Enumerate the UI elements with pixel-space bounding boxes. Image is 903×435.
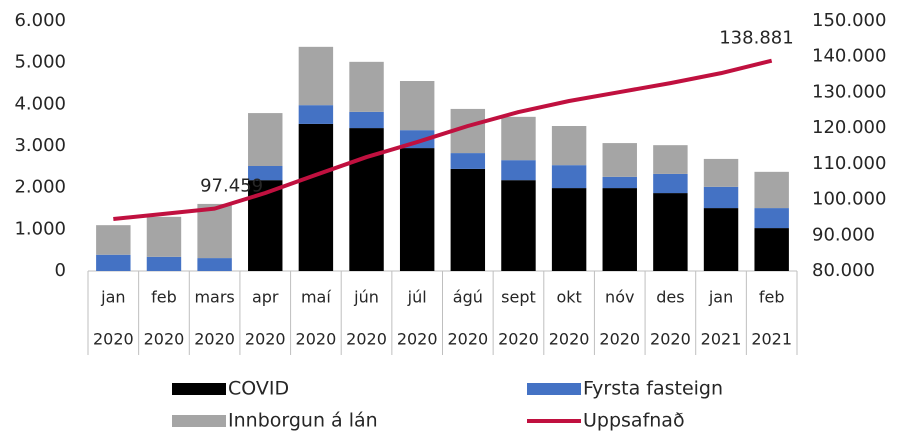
- data-label: 97.459: [200, 176, 263, 197]
- bar-segment: [96, 254, 131, 271]
- bar-segment: [551, 165, 587, 189]
- y2-tick-label: 130.000: [812, 81, 886, 102]
- bar-segment: [197, 203, 232, 259]
- x-year-label: 2020: [346, 330, 387, 349]
- bar-segment: [754, 171, 789, 209]
- bar-segment: [501, 180, 536, 271]
- bar-segment: [703, 186, 739, 209]
- bar-segment: [349, 128, 384, 271]
- bar-segment: [703, 208, 739, 271]
- x-year-label: 2020: [498, 330, 539, 349]
- x-tick-label: des: [656, 288, 684, 307]
- bar-segment: [653, 173, 688, 194]
- x-year-label: 2020: [245, 330, 286, 349]
- x-tick-label: mars: [194, 288, 234, 307]
- x-tick-label: feb: [759, 288, 785, 307]
- bar-segment: [349, 111, 384, 129]
- y2-tick-label: 150.000: [812, 10, 886, 31]
- legend-label: Fyrsta fasteign: [583, 378, 723, 400]
- legend-label: Uppsafnað: [583, 410, 685, 432]
- x-tick-label: jan: [708, 288, 733, 307]
- y-tick-label: 4.000: [14, 93, 66, 114]
- bar-segment: [248, 166, 283, 181]
- x-year-label: 2020: [650, 330, 691, 349]
- legend-label: Innborgun á lán: [228, 410, 378, 432]
- bar-segment: [551, 188, 587, 271]
- y2-tick-label: 80.000: [812, 260, 875, 281]
- y2-tick-label: 120.000: [812, 117, 886, 138]
- y2-tick-label: 140.000: [812, 46, 886, 67]
- bar-segment: [298, 46, 334, 106]
- bar-segment: [551, 126, 587, 166]
- x-year-label: 2020: [93, 330, 134, 349]
- bar-segment: [602, 176, 637, 189]
- y2-tick-label: 90.000: [812, 224, 875, 245]
- y-tick-label: 6.000: [14, 10, 66, 31]
- x-tick-label: feb: [151, 288, 177, 307]
- legend-swatch: [527, 383, 581, 395]
- x-year-label: 2020: [144, 330, 185, 349]
- x-year-label: 2020: [599, 330, 640, 349]
- x-tick-label: apr: [252, 288, 279, 307]
- x-year-label: 2020: [194, 330, 235, 349]
- x-tick-label: nóv: [605, 288, 634, 307]
- x-tick-label: ágú: [453, 288, 483, 307]
- bar-segment: [653, 193, 688, 271]
- bar-segment: [146, 216, 182, 257]
- y-tick-label: 2.000: [14, 177, 66, 198]
- y2-tick-label: 100.000: [812, 189, 886, 210]
- bar-segment: [146, 256, 182, 271]
- x-year-label: 2021: [701, 330, 742, 349]
- x-year-label: 2021: [751, 330, 792, 349]
- x-tick-label: jún: [353, 288, 379, 307]
- data-label: 138.881: [719, 28, 793, 49]
- y-tick-label: 1.000: [14, 218, 66, 239]
- x-year-label: 2020: [296, 330, 337, 349]
- bar-segment: [399, 148, 435, 271]
- bar-segment: [298, 105, 334, 124]
- x-year-label: 2020: [397, 330, 438, 349]
- x-tick-label: sept: [501, 288, 536, 307]
- bar-segment: [602, 188, 637, 271]
- y-tick-label: 3.000: [14, 135, 66, 156]
- y-tick-label: 5.000: [14, 52, 66, 73]
- x-year-label: 2020: [447, 330, 488, 349]
- bar-segment: [349, 61, 384, 112]
- bar-segment: [754, 228, 789, 271]
- bar-segment: [450, 153, 486, 169]
- legend-label: COVID: [228, 378, 289, 400]
- bar-segment: [703, 158, 739, 187]
- bar-segment: [248, 113, 283, 166]
- y2-tick-label: 110.000: [812, 153, 886, 174]
- line: [113, 58, 773, 221]
- x-tick-label: júl: [407, 288, 427, 307]
- bar-segment: [501, 160, 536, 181]
- x-year-label: 2020: [549, 330, 590, 349]
- bar-segment: [501, 116, 536, 161]
- bar-segment: [96, 225, 131, 255]
- bar-segment: [197, 258, 232, 271]
- legend-swatch: [172, 383, 226, 395]
- bar-segment: [399, 81, 435, 131]
- bar-segment: [450, 168, 486, 271]
- x-tick-label: maí: [301, 288, 331, 307]
- x-tick-label: okt: [556, 288, 581, 307]
- y-tick-label: 0: [55, 260, 66, 281]
- bar-segment: [653, 145, 688, 174]
- bar-segment: [602, 143, 637, 177]
- bar-segment: [754, 208, 789, 229]
- legend-swatch: [172, 415, 226, 427]
- x-tick-label: jan: [100, 288, 125, 307]
- bar-segment: [298, 123, 334, 272]
